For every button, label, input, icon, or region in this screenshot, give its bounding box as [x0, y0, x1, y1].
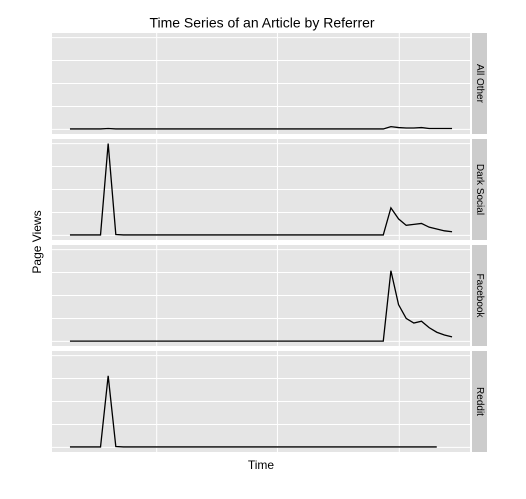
chart-title: Time Series of an Article by Referrer — [149, 15, 374, 31]
facet-strip — [472, 245, 487, 346]
y-axis-label: Page Views — [30, 210, 44, 273]
facet-strip — [472, 351, 487, 452]
facet-label: All Other — [474, 64, 485, 104]
facet-strip — [472, 33, 487, 134]
series-line — [69, 143, 453, 236]
series-line — [69, 270, 453, 342]
facet-label: Facebook — [474, 274, 485, 319]
facet-label: Reddit — [474, 387, 485, 416]
facet-label: Dark Social — [474, 164, 485, 215]
series-line — [69, 125, 453, 130]
series-line — [69, 375, 437, 448]
x-axis-label: Time — [248, 458, 275, 472]
facet-strip — [472, 139, 487, 240]
